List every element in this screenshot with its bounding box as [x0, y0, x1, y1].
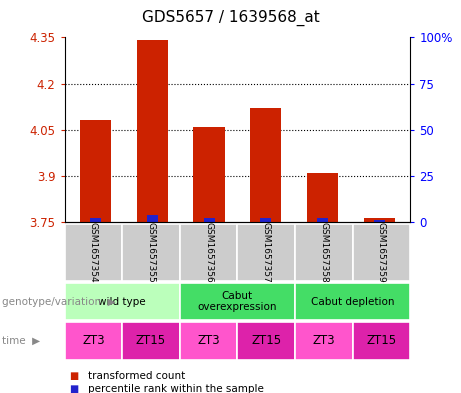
Bar: [137, 40, 168, 222]
Text: GSM1657358: GSM1657358: [319, 222, 328, 283]
Bar: [237, 322, 295, 360]
Bar: [307, 173, 338, 222]
Bar: [250, 108, 281, 222]
Bar: [180, 322, 237, 360]
Text: wild type: wild type: [98, 297, 146, 307]
Bar: [65, 224, 122, 281]
Bar: [204, 219, 214, 222]
Text: ■: ■: [69, 371, 78, 382]
Bar: [90, 219, 101, 222]
Text: ZT3: ZT3: [313, 334, 335, 347]
Bar: [65, 322, 122, 360]
Bar: [317, 219, 328, 222]
Text: GSM1657354: GSM1657354: [89, 222, 98, 283]
Text: ZT15: ZT15: [366, 334, 396, 347]
Bar: [180, 224, 237, 281]
Text: time  ▶: time ▶: [2, 336, 41, 346]
Text: ZT3: ZT3: [82, 334, 105, 347]
Bar: [194, 127, 225, 222]
Text: genotype/variation  ▶: genotype/variation ▶: [2, 297, 116, 307]
Bar: [353, 224, 410, 281]
Bar: [353, 322, 410, 360]
Bar: [80, 120, 111, 222]
Text: percentile rank within the sample: percentile rank within the sample: [88, 384, 264, 393]
Bar: [122, 322, 180, 360]
Bar: [295, 224, 353, 281]
Text: GDS5657 / 1639568_at: GDS5657 / 1639568_at: [142, 10, 319, 26]
Bar: [180, 283, 295, 320]
Text: ZT3: ZT3: [197, 334, 220, 347]
Text: ZT15: ZT15: [136, 334, 166, 347]
Bar: [364, 219, 395, 222]
Bar: [65, 283, 180, 320]
Text: Cabut
overexpression: Cabut overexpression: [198, 291, 277, 312]
Text: ■: ■: [69, 384, 78, 393]
Bar: [295, 322, 353, 360]
Bar: [374, 220, 384, 222]
Bar: [147, 215, 158, 222]
Bar: [260, 219, 271, 222]
Bar: [237, 224, 295, 281]
Text: GSM1657356: GSM1657356: [204, 222, 213, 283]
Bar: [295, 283, 410, 320]
Bar: [122, 224, 180, 281]
Text: GSM1657359: GSM1657359: [377, 222, 386, 283]
Text: ZT15: ZT15: [251, 334, 281, 347]
Text: GSM1657357: GSM1657357: [262, 222, 271, 283]
Text: Cabut depletion: Cabut depletion: [311, 297, 395, 307]
Text: transformed count: transformed count: [88, 371, 185, 382]
Text: GSM1657355: GSM1657355: [147, 222, 155, 283]
